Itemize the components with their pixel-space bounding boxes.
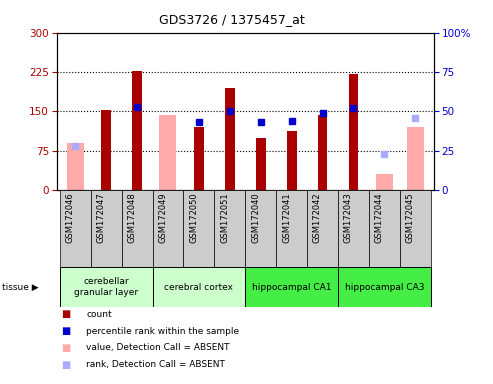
Text: ■: ■ — [62, 309, 71, 319]
Bar — [245, 190, 276, 267]
Bar — [256, 137, 266, 190]
Bar — [349, 74, 358, 190]
Text: ■: ■ — [62, 360, 71, 370]
Text: GSM172042: GSM172042 — [313, 192, 322, 243]
Text: GSM172050: GSM172050 — [189, 192, 198, 243]
Text: hippocampal CA1: hippocampal CA1 — [252, 283, 331, 291]
Bar — [287, 131, 297, 190]
Bar — [159, 115, 176, 190]
Bar — [338, 267, 431, 307]
Bar — [132, 71, 142, 190]
Text: GDS3726 / 1375457_at: GDS3726 / 1375457_at — [159, 13, 305, 26]
Bar — [194, 127, 204, 190]
Bar — [67, 143, 84, 190]
Text: GSM172044: GSM172044 — [375, 192, 384, 243]
Text: GSM172049: GSM172049 — [158, 192, 167, 243]
Bar — [122, 190, 152, 267]
Text: GSM172048: GSM172048 — [128, 192, 137, 243]
Bar — [307, 190, 338, 267]
Bar — [152, 190, 183, 267]
Text: GSM172041: GSM172041 — [282, 192, 291, 243]
Text: tissue ▶: tissue ▶ — [2, 283, 39, 291]
Bar — [245, 267, 338, 307]
Text: rank, Detection Call = ABSENT: rank, Detection Call = ABSENT — [86, 360, 225, 369]
Bar — [376, 174, 393, 190]
Bar — [60, 267, 152, 307]
Bar — [152, 267, 246, 307]
Bar — [317, 115, 327, 190]
Text: cerebellar
granular layer: cerebellar granular layer — [74, 277, 138, 297]
Text: ■: ■ — [62, 343, 71, 353]
Bar — [91, 190, 122, 267]
Bar — [276, 190, 307, 267]
Bar — [369, 190, 400, 267]
Text: value, Detection Call = ABSENT: value, Detection Call = ABSENT — [86, 343, 230, 353]
Bar — [225, 88, 235, 190]
Text: GSM172043: GSM172043 — [344, 192, 353, 243]
Text: GSM172051: GSM172051 — [220, 192, 229, 243]
Bar — [338, 190, 369, 267]
Bar — [400, 190, 431, 267]
Text: GSM172045: GSM172045 — [406, 192, 415, 243]
Bar — [60, 190, 91, 267]
Text: cerebral cortex: cerebral cortex — [164, 283, 233, 291]
Bar — [407, 127, 424, 190]
Bar — [101, 110, 111, 190]
Bar — [183, 190, 214, 267]
Text: GSM172040: GSM172040 — [251, 192, 260, 243]
Text: count: count — [86, 310, 112, 319]
Text: ■: ■ — [62, 326, 71, 336]
Text: GSM172047: GSM172047 — [97, 192, 106, 243]
Text: GSM172046: GSM172046 — [66, 192, 74, 243]
Text: percentile rank within the sample: percentile rank within the sample — [86, 326, 240, 336]
Text: hippocampal CA3: hippocampal CA3 — [345, 283, 424, 291]
Bar — [214, 190, 245, 267]
